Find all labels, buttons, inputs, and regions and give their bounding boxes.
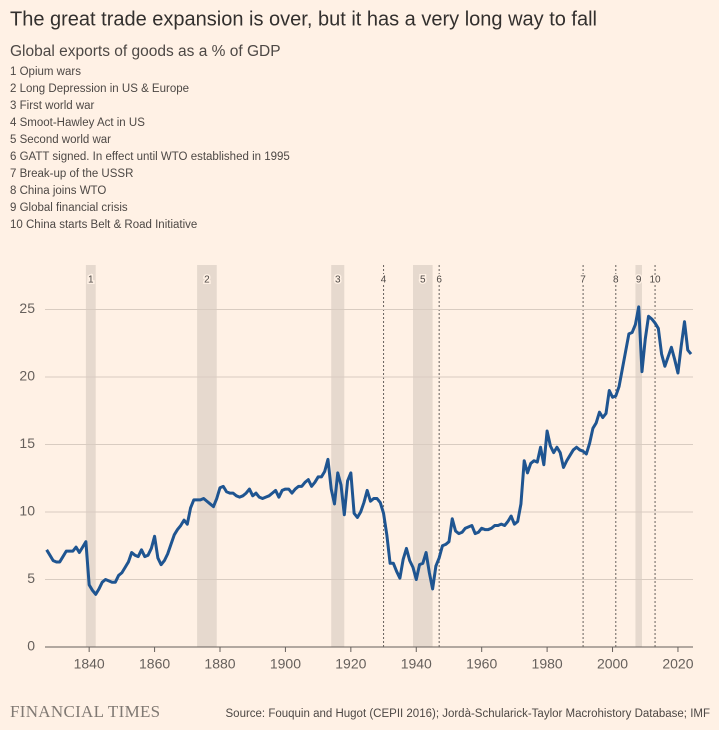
x-tick-label: 1880 [204, 656, 235, 672]
event-band [331, 265, 345, 647]
x-tick-label: 1940 [401, 656, 432, 672]
event-marker-label: 10 [649, 275, 661, 286]
data-line [45, 305, 693, 596]
event-legend-item: 8 China joins WTO [10, 185, 106, 197]
x-tick-label: 1860 [139, 656, 170, 672]
event-number: 5 [10, 134, 16, 146]
event-legend-item: 1 Opium wars [10, 66, 81, 78]
y-tick-label: 5 [27, 570, 35, 586]
event-marker-label: 8 [613, 275, 619, 286]
event-marker-label: 4 [381, 275, 387, 286]
event-legend-item: 5 Second world war [10, 134, 111, 146]
event-legend-item: 3 First world war [10, 100, 95, 112]
event-band [412, 265, 433, 647]
event-number: 6 [10, 151, 16, 163]
y-tick-label: 0 [27, 638, 35, 654]
event-marker-label: 3 [335, 275, 341, 286]
x-tick-label: 1900 [270, 656, 301, 672]
event-marker-label: 2 [204, 275, 210, 286]
event-label: China joins WTO [20, 185, 107, 197]
source: Source: Fouquin and Hugot (CEPII 2016); … [226, 708, 711, 720]
event-label: GATT signed. In effect until WTO establi… [20, 151, 290, 163]
x-tick-label: 1960 [466, 656, 497, 672]
x-tick-label: 1980 [532, 656, 563, 672]
event-number: 4 [10, 117, 17, 129]
y-tick-label: 10 [19, 503, 35, 519]
event-label: Second world war [20, 134, 112, 146]
event-legend-item: 6 GATT signed. In effect until WTO estab… [10, 151, 290, 163]
event-label: China starts Belt & Road Initiative [26, 219, 197, 231]
event-label: Smoot-Hawley Act in US [20, 117, 146, 129]
y-tick-label: 20 [19, 368, 35, 384]
event-legend-item: 10 China starts Belt & Road Initiative [10, 219, 197, 231]
x-tick-label: 1920 [335, 656, 366, 672]
event-label: First world war [20, 100, 95, 112]
event-label: Opium wars [20, 66, 82, 78]
event-legend-item: 4 Smoot-Hawley Act in US [10, 117, 145, 129]
y-tick-label: 15 [19, 435, 35, 451]
event-legend-item: 7 Break-up of the USSR [10, 168, 133, 180]
event-marker-label: 5 [420, 275, 426, 286]
event-label: Global financial crisis [20, 202, 128, 214]
chart-title: The great trade expansion is over, but i… [10, 8, 597, 30]
event-band [197, 265, 217, 647]
event-number: 8 [10, 185, 16, 197]
event-legend-item: 9 Global financial crisis [10, 202, 128, 214]
x-tick-label: 2000 [597, 656, 628, 672]
event-number: 1 [10, 66, 16, 78]
event-legend-item: 2 Long Depression in US & Europe [10, 83, 189, 95]
event-number: 10 [10, 219, 23, 231]
event-marker-label: 1 [88, 275, 94, 286]
event-number: 3 [10, 100, 16, 112]
chart-subtitle: Global exports of goods as a % of GDP [10, 43, 281, 60]
event-marker-label: 9 [636, 275, 642, 286]
event-band [85, 265, 96, 647]
brand: FINANCIAL TIMES [10, 702, 160, 721]
event-marker-label: 7 [580, 275, 586, 286]
y-tick-label: 25 [19, 300, 35, 316]
event-band [635, 265, 642, 647]
x-tick-label: 2020 [662, 656, 693, 672]
x-tick-label: 1840 [74, 656, 105, 672]
event-number: 9 [10, 202, 16, 214]
event-number: 7 [10, 168, 16, 180]
event-label: Long Depression in US & Europe [20, 83, 189, 95]
event-marker-label: 6 [436, 275, 442, 286]
event-label: Break-up of the USSR [20, 168, 134, 180]
event-number: 2 [10, 83, 16, 95]
